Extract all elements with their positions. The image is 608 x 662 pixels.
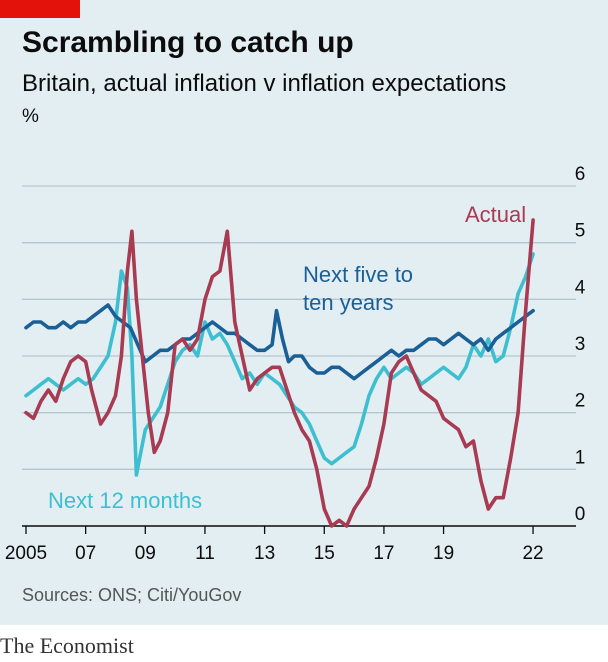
- brand-wordmark: The Economist: [0, 633, 134, 658]
- x-tick-label: 13: [254, 543, 275, 564]
- line-chart: 0 1 2 3 4 5 6 2005 07 09 11 13 15 17 19 22 Actual Next fi…: [5, 164, 586, 564]
- y-tick-label: 3: [575, 334, 586, 355]
- x-tick-label: 07: [75, 543, 96, 564]
- series-line-actual: [24, 218, 535, 528]
- y-tick-label: 2: [575, 391, 586, 412]
- x-tick-label: 22: [522, 543, 543, 564]
- series-line-five_to_ten: [24, 303, 535, 381]
- y-tick-label: 0: [575, 504, 586, 525]
- x-tick-label: 17: [373, 543, 394, 564]
- y-tick-label: 5: [575, 221, 586, 242]
- y-tick-label: 4: [575, 277, 586, 298]
- series-label-five_to_ten: Next five to: [303, 262, 413, 287]
- chart-panel: [0, 0, 608, 625]
- series-label-actual: Actual: [465, 202, 526, 227]
- chart-title: Scrambling to catch up: [22, 26, 354, 59]
- x-tick-label: 15: [314, 543, 335, 564]
- y-tick-label: 1: [575, 447, 586, 468]
- x-tick-label: 2005: [5, 543, 47, 564]
- unit-label: %: [22, 106, 39, 127]
- y-tick-label: 6: [575, 164, 586, 185]
- series-line-twelve_months: [24, 252, 535, 477]
- series-label-five_to_ten: ten years: [303, 290, 394, 315]
- brand-red-tag: [0, 0, 80, 18]
- x-tick-label: 19: [433, 543, 454, 564]
- x-tick-label: 09: [135, 543, 156, 564]
- chart-subtitle: Britain, actual inflation v inflation ex…: [22, 70, 507, 97]
- series-label-twelve_months: Next 12 months: [48, 488, 202, 513]
- source-note: Sources: ONS; Citi/YouGov: [22, 585, 242, 605]
- x-tick-label: 11: [195, 543, 215, 564]
